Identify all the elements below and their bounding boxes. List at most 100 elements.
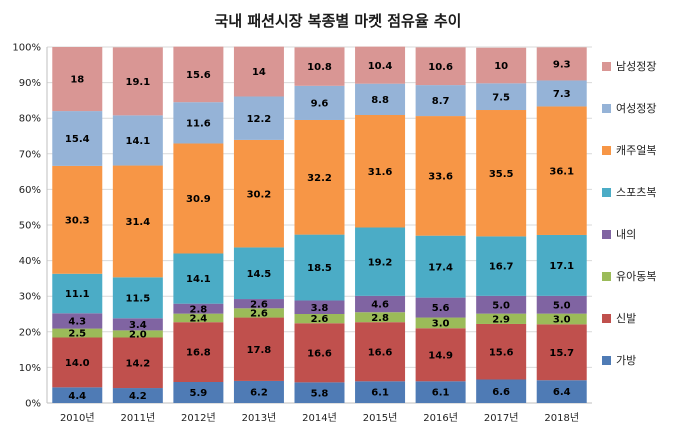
data-label: 2.0 [129,330,147,341]
legend-label: 여성정장 [616,102,656,115]
bar-segment [415,116,466,236]
data-label: 7.5 [492,92,510,103]
bar-segment [415,85,466,117]
legend-swatch [602,62,611,71]
data-label: 4.3 [68,317,86,328]
data-label: 17.1 [549,261,574,272]
bar-segment [112,277,163,319]
bar-segment [173,313,224,323]
bar-segment [536,295,587,314]
legend-label: 신발 [616,312,636,325]
bar-segment [233,380,284,403]
bar-segment [52,47,103,112]
legend-swatch [602,356,611,365]
y-tick-label: 10% [19,363,41,374]
bar-segment [536,380,587,403]
y-tick-label: 60% [19,185,41,196]
bar-segment [112,318,163,331]
bar-segment [476,83,527,111]
data-label: 14.0 [65,358,90,369]
bar-segment [415,297,466,318]
data-label: 5.0 [492,300,510,311]
data-label: 4.6 [371,300,389,311]
legend-swatch [602,188,611,197]
data-label: 11.6 [186,118,211,129]
bar-segment [173,102,224,144]
bar-segment [536,80,587,107]
bar-segment [173,381,224,403]
bar-segment [536,324,587,381]
data-label: 4.2 [129,391,147,402]
data-label: 6.4 [553,387,571,398]
data-label: 30.2 [247,189,272,200]
bar-segment [294,300,345,314]
legend-label: 스포츠복 [616,186,656,199]
x-tick-label: 2013년 [242,412,277,424]
data-label: 16.7 [489,262,514,273]
bar-segment [536,47,587,81]
data-label: 5.0 [553,300,571,311]
legend-label: 가방 [616,354,636,367]
x-tick-label: 2018년 [544,412,579,424]
data-label: 7.3 [553,89,571,100]
bar-segment [112,337,163,389]
data-label: 12.2 [247,114,272,125]
data-label: 36.1 [549,166,574,177]
bar-segment [112,165,163,278]
bar-segment [294,323,345,383]
bar-segment [294,47,345,86]
x-tick-label: 2015년 [363,412,398,424]
legend-swatch [602,230,611,239]
data-label: 14.1 [186,274,211,285]
bar-segment [112,388,163,403]
legend-swatch [602,314,611,323]
data-label: 17.4 [428,262,453,273]
data-label: 15.6 [186,70,211,81]
data-label: 32.2 [307,173,332,184]
bar-segment [415,235,466,298]
bar-segment [415,381,466,403]
bar-segment [233,317,284,381]
legend-swatch [602,272,611,281]
bar-segment [476,110,527,237]
y-tick-label: 100% [12,43,41,54]
plot-area: 0% 10% 20% 30% 40% 50% 60% 70% 80% 90% 100% 4.4 14.0… [12,43,592,424]
data-label: 6.6 [492,387,510,398]
bar-segment [415,47,466,86]
y-tick-label: 80% [19,114,41,125]
bar-segment [112,330,163,338]
data-label: 10 [494,61,508,72]
data-label: 16.6 [307,348,332,359]
legend-swatch [602,104,611,113]
bar-segment [233,247,284,300]
data-label: 30.9 [186,194,211,205]
data-label: 6.1 [432,388,450,399]
data-label: 2.8 [371,313,389,324]
bar-segment [355,322,406,382]
x-tick-label: 2010년 [60,412,95,424]
data-label: 6.2 [250,388,268,399]
bar-segment [476,379,527,403]
data-label: 18 [70,75,84,86]
bar-segment [294,119,345,235]
bar-segment [536,313,587,325]
y-tick-label: 40% [19,256,41,267]
data-label: 5.8 [311,388,329,399]
bar-segment [233,96,284,140]
bar-segment [173,143,224,254]
bar-segment [476,47,527,84]
bar-segment [415,317,466,329]
data-label: 16.6 [368,347,393,358]
data-label: 9.3 [553,60,571,71]
legend-swatch [602,146,611,155]
data-label: 2.6 [311,314,329,325]
bar-segment [52,165,103,274]
bar-segment [173,303,224,314]
data-label: 2.6 [250,299,268,310]
legend-label: 유아동복 [616,270,656,283]
legend-label: 남성정장 [616,60,656,73]
bar-segment [294,382,345,403]
bar-segment [536,234,587,296]
y-tick-label: 20% [19,327,41,338]
